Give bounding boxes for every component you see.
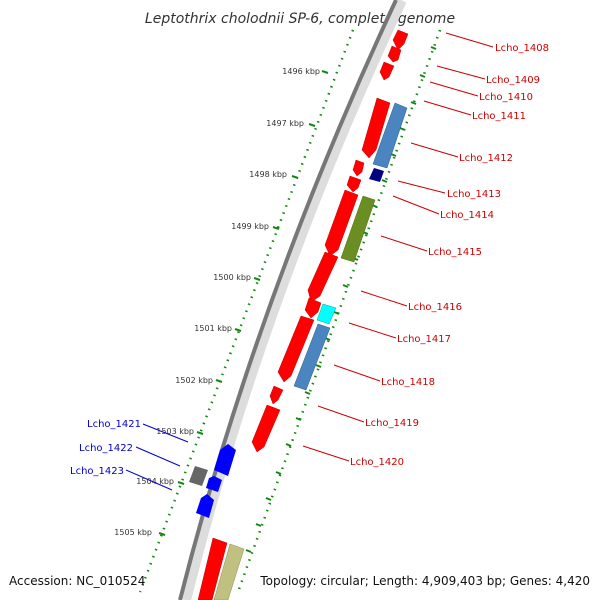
gene-label: Lcho_1416 bbox=[408, 302, 462, 313]
gene-label: Lcho_1422 bbox=[79, 443, 133, 454]
tick-label: 1503 kbp bbox=[156, 427, 194, 436]
gene-feature-steelblue bbox=[293, 323, 331, 391]
gene-feature-blue bbox=[196, 494, 214, 518]
gene-label: Lcho_1414 bbox=[440, 210, 494, 221]
gene-feature-gray bbox=[189, 466, 208, 486]
outer-tick-dashes bbox=[245, 46, 437, 553]
cds-features bbox=[197, 29, 409, 600]
gene-feature bbox=[387, 45, 402, 63]
genome-summary-text: Topology: circular; Length: 4,909,403 bp… bbox=[260, 574, 590, 588]
gene-label: Lcho_1423 bbox=[70, 466, 124, 477]
tick-labels: 1496 kbp 1497 kbp 1498 kbp 1499 kbp 1500… bbox=[114, 67, 320, 537]
gene-feature-cyan bbox=[316, 303, 337, 325]
gene-label: Lcho_1418 bbox=[381, 377, 435, 388]
left-leader-lines bbox=[125, 423, 189, 491]
gene-label: Lcho_1419 bbox=[365, 418, 419, 429]
genome-backbone bbox=[178, 0, 407, 600]
gene-feature bbox=[197, 537, 228, 600]
gene-feature bbox=[379, 61, 395, 81]
gene-label: Lcho_1420 bbox=[350, 457, 404, 468]
gene-feature bbox=[307, 251, 339, 303]
tick-label: 1500 kbp bbox=[213, 273, 251, 282]
right-leader-lines bbox=[302, 32, 494, 462]
gene-feature-blue bbox=[206, 476, 222, 492]
tick-label: 1505 kbp bbox=[114, 528, 152, 537]
gene-feature-khaki bbox=[213, 543, 245, 600]
gene-label: Lcho_1413 bbox=[447, 189, 501, 200]
gene-feature bbox=[352, 159, 365, 177]
gene-feature bbox=[251, 404, 281, 453]
gene-feature bbox=[304, 297, 322, 319]
gene-feature-blue bbox=[214, 444, 236, 476]
map-title: Leptothrix cholodnii SP-6, complete geno… bbox=[145, 11, 455, 27]
gene-label: Lcho_1412 bbox=[459, 153, 513, 164]
tick-label: 1498 kbp bbox=[249, 170, 287, 179]
inner-dotted-ruler bbox=[138, 29, 355, 593]
gene-feature bbox=[269, 385, 284, 405]
tick-label: 1502 kbp bbox=[175, 376, 213, 385]
tick-label: 1497 kbp bbox=[266, 119, 304, 128]
gene-feature bbox=[392, 29, 409, 51]
gene-feature bbox=[361, 97, 391, 159]
gene-feature bbox=[324, 189, 359, 257]
gene-feature-olive bbox=[340, 195, 376, 263]
gene-label: Lcho_1421 bbox=[87, 419, 141, 430]
gene-feature-steelblue bbox=[372, 102, 408, 169]
gene-label: Lcho_1409 bbox=[486, 75, 540, 86]
right-gene-labels: Lcho_1408 Lcho_1409 Lcho_1410 Lcho_1411 … bbox=[350, 43, 549, 468]
dotted-guides bbox=[138, 29, 442, 593]
tick-label: 1496 kbp bbox=[282, 67, 320, 76]
tick-label: 1501 kbp bbox=[194, 324, 232, 333]
left-gene-labels: Lcho_1421 Lcho_1422 Lcho_1423 bbox=[70, 419, 141, 477]
gene-feature bbox=[346, 175, 362, 193]
ruler-tick-dashes bbox=[158, 70, 329, 536]
gene-label: Lcho_1408 bbox=[495, 43, 549, 54]
gene-feature bbox=[277, 315, 315, 383]
accession-text: Accession: NC_010524 bbox=[9, 574, 146, 588]
gene-label: Lcho_1417 bbox=[397, 334, 451, 345]
tick-label: 1499 kbp bbox=[231, 222, 269, 231]
tick-label: 1504 kbp bbox=[136, 477, 174, 486]
gene-label: Lcho_1410 bbox=[479, 92, 533, 103]
colored-features bbox=[189, 102, 408, 600]
gene-feature-navy bbox=[369, 168, 384, 182]
gene-label: Lcho_1411 bbox=[472, 111, 526, 122]
gene-label: Lcho_1415 bbox=[428, 247, 482, 258]
